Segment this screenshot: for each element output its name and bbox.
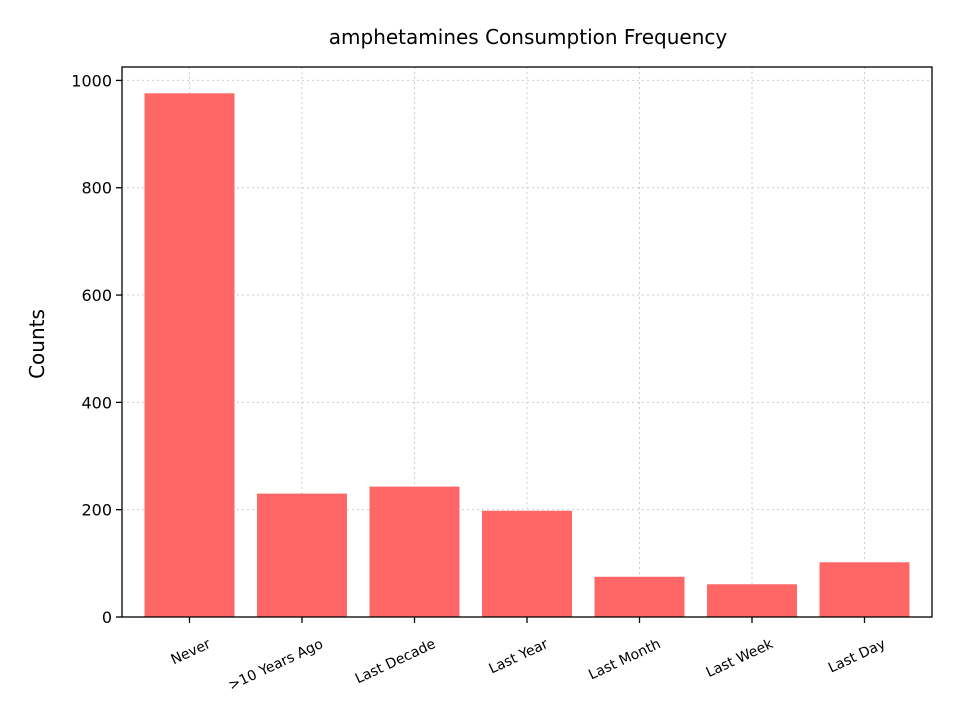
y-tick-label: 1000 (71, 71, 112, 90)
x-tick-label: >10 Years Ago (226, 636, 326, 694)
x-tick-label: Never (169, 636, 214, 668)
y-tick-label: 0 (102, 608, 112, 627)
x-tick-label: Last Week (704, 636, 777, 681)
y-axis-label: Counts (25, 309, 49, 379)
bars (144, 93, 910, 618)
y-tick-label: 600 (81, 286, 112, 305)
chart-title: amphetamines Consumption Frequency (329, 25, 728, 49)
bar (482, 510, 572, 617)
y-tick-label: 200 (81, 501, 112, 520)
x-tick-label: Last Month (586, 636, 663, 683)
y-tick-label: 400 (81, 393, 112, 412)
bar (144, 93, 235, 618)
bar (594, 576, 685, 617)
x-tick-label: Last Decade (353, 636, 438, 687)
bar (707, 584, 797, 617)
y-tick-label: 800 (81, 179, 112, 198)
bar (819, 562, 910, 617)
bar (369, 486, 460, 617)
x-tick-label: Last Day (826, 636, 888, 676)
x-tick-label: Last Year (487, 636, 551, 677)
bar (257, 493, 347, 617)
